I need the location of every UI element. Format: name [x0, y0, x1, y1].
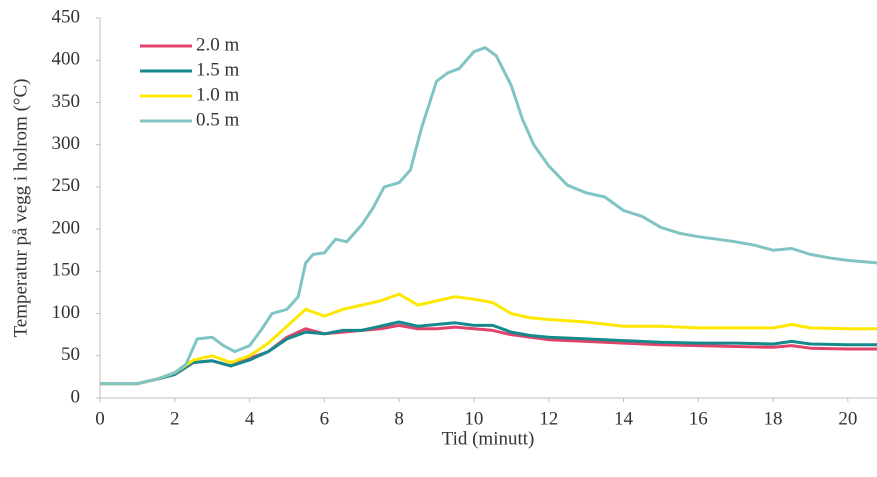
x-tick-label: 8	[394, 408, 404, 429]
series-line	[100, 323, 877, 386]
y-tick-label: 100	[52, 302, 81, 323]
y-tick-label: 250	[52, 175, 81, 196]
series-line	[100, 320, 877, 386]
y-tick-label: 300	[52, 133, 81, 154]
y-tick-label: 0	[71, 386, 81, 407]
series-line	[100, 292, 877, 386]
y-tick-label: 350	[52, 91, 81, 112]
y-tick-label: 150	[52, 260, 81, 281]
x-tick-label: 18	[764, 408, 783, 429]
x-tick-label: 10	[464, 408, 483, 429]
x-axis-label: Tid (minutt)	[442, 428, 535, 449]
legend-label: 1.5 m	[196, 59, 240, 80]
y-tick-label: 200	[52, 217, 81, 238]
x-tick-label: 16	[689, 408, 708, 429]
x-tick-label: 14	[614, 408, 634, 429]
legend-label: 1.0 m	[196, 84, 240, 105]
x-tick-label: 12	[539, 408, 558, 429]
x-tick-label: 6	[320, 408, 330, 429]
series-line	[100, 46, 877, 386]
legend-label: 2.0 m	[196, 34, 240, 55]
y-tick-label: 50	[61, 344, 80, 365]
y-tick-label: 400	[52, 49, 81, 70]
x-tick-label: 0	[95, 408, 105, 429]
x-tick-label: 2	[170, 408, 180, 429]
x-tick-label: 4	[245, 408, 255, 429]
x-tick-label: 20	[838, 408, 857, 429]
y-axis-label: Temperatur på vegg i holrom (°C)	[10, 79, 31, 338]
y-tick-label: 450	[52, 6, 81, 27]
legend-label: 0.5 m	[196, 109, 240, 130]
